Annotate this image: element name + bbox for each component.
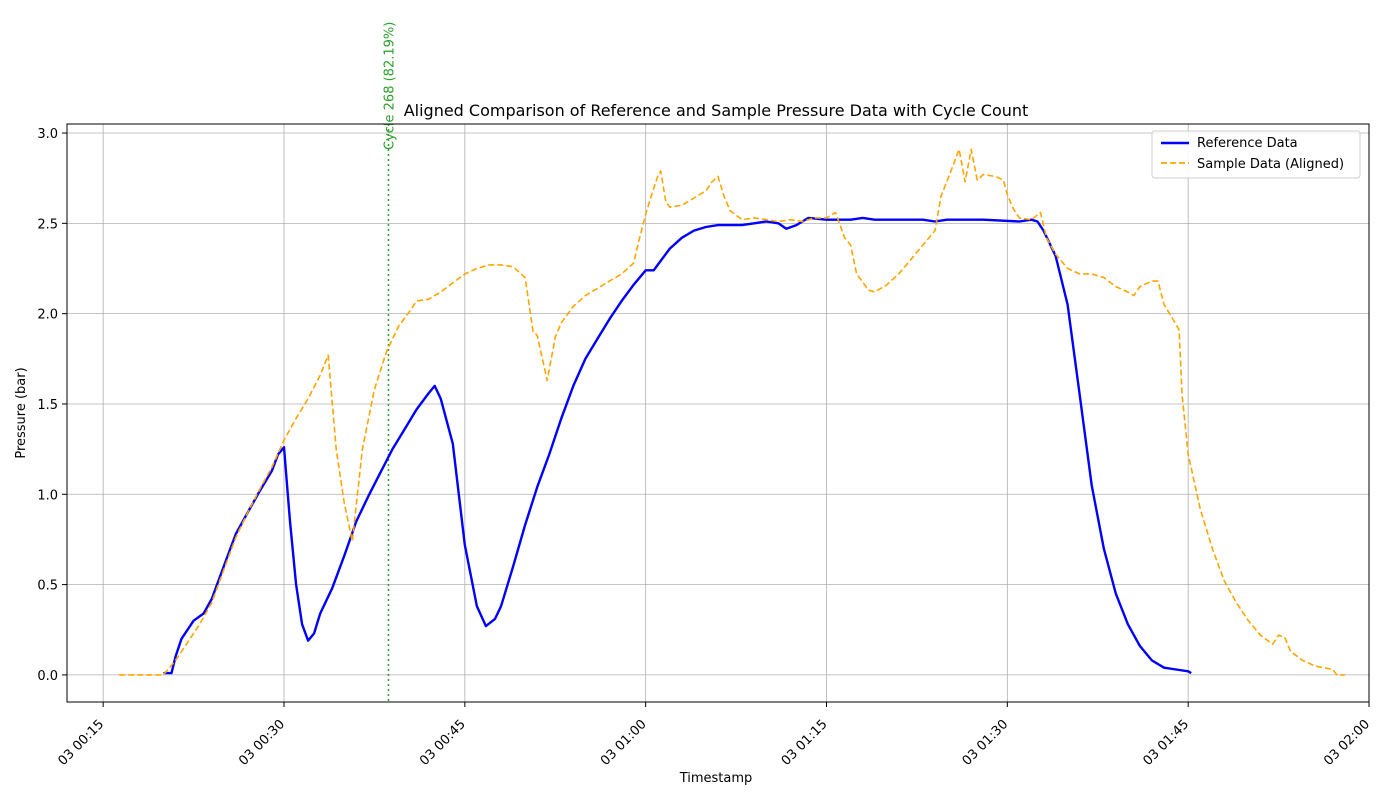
x-tick-label: 03 01:45: [1140, 717, 1192, 769]
x-tick-label: 03 00:45: [417, 717, 469, 769]
legend: Reference Data Sample Data (Aligned): [1151, 130, 1361, 179]
annotation-layer: Cycle 268 (82.19%): [382, 22, 397, 702]
reference-data-line: [163, 216, 1192, 675]
x-tick-label: 03 01:15: [779, 717, 831, 769]
y-tick-label: 1.5: [37, 398, 58, 413]
y-tick-label: 1.0: [37, 488, 58, 503]
cycle-marker-label: Cycle 268 (82.19%): [382, 22, 397, 150]
legend-reference-label: Reference Data: [1197, 136, 1298, 151]
y-tick-label: 0.0: [37, 669, 58, 684]
grid-layer: [67, 124, 1370, 702]
x-tick-label: 03 00:30: [236, 717, 288, 769]
y-tick-label: 3.0: [37, 127, 58, 142]
sample-data-line: [119, 148, 1345, 676]
chart-title: Aligned Comparison of Reference and Samp…: [404, 101, 1029, 120]
plot-frame: [66, 123, 1370, 703]
y-tick-label: 2.0: [37, 308, 58, 323]
x-tick-label: 03 01:30: [960, 717, 1012, 769]
legend-sample-label: Sample Data (Aligned): [1197, 157, 1344, 172]
legend-box: [1151, 130, 1361, 179]
x-tick-label: 03 01:00: [598, 717, 650, 769]
x-tick-label: 03 00:15: [55, 717, 107, 769]
series-layer: [119, 148, 1345, 676]
y-axis-label: Pressure (bar): [14, 367, 29, 458]
x-axis-label: Timestamp: [679, 771, 753, 786]
y-tick-label: 2.5: [37, 217, 58, 232]
x-tick-label: 03 02:00: [1321, 717, 1373, 769]
y-tick-label: 0.5: [37, 579, 58, 594]
